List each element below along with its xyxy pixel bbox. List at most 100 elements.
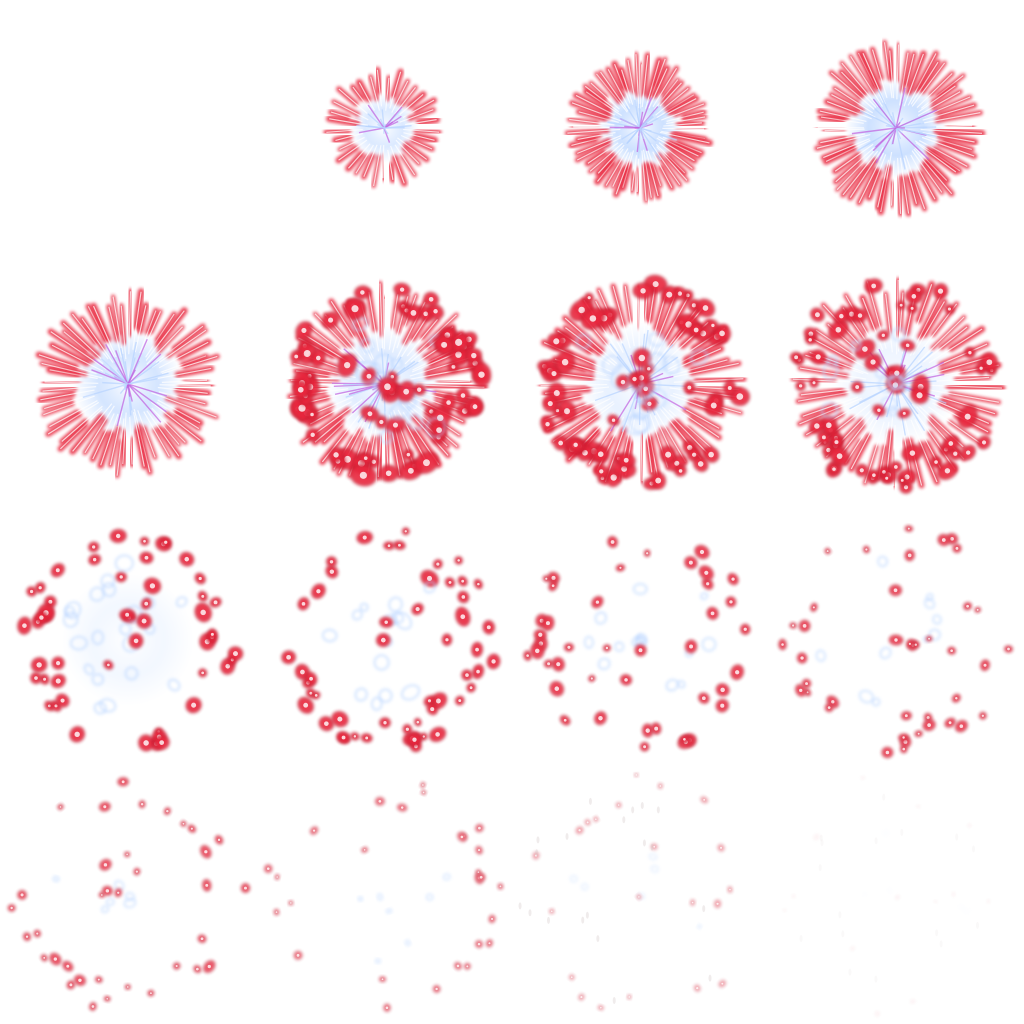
ember-highlight — [92, 545, 96, 549]
ember-highlight — [558, 440, 564, 446]
ember-blob — [689, 899, 696, 906]
smoke-wisp — [799, 935, 803, 943]
ember-highlight — [691, 452, 697, 457]
burst-streak-highlight — [151, 407, 186, 443]
burst-streak-highlight — [406, 318, 439, 357]
ember-highlight — [25, 935, 29, 938]
spark-ring — [583, 636, 594, 649]
ember-highlight — [600, 1006, 602, 1009]
ember-highlight — [665, 451, 672, 458]
ember-highlight — [36, 662, 42, 668]
inner-spark — [639, 124, 647, 129]
ember-highlight — [384, 620, 388, 625]
ember-highlight — [885, 476, 889, 480]
ember-highlight — [140, 803, 144, 806]
ember-highlight — [708, 451, 714, 458]
burst-streak-highlight — [910, 61, 939, 105]
ember-highlight — [390, 375, 394, 379]
ember-blob — [575, 826, 584, 835]
burst-streak-highlight — [911, 150, 943, 193]
ember-highlight — [491, 659, 496, 664]
ember-highlight — [547, 400, 553, 407]
smoke-wisp — [565, 832, 569, 840]
ember-highlight — [310, 432, 315, 438]
burst-streak-highlight — [363, 144, 378, 178]
burst-streak-highlight — [841, 62, 879, 107]
smoke-wisp — [935, 929, 939, 937]
ember-highlight — [893, 588, 898, 593]
smoke-wisp — [546, 916, 550, 924]
ember-highlight — [685, 321, 692, 328]
ember-highlight — [586, 821, 589, 824]
ember-highlight — [275, 911, 278, 914]
smoke-wisp — [838, 911, 842, 919]
ember-highlight — [937, 288, 944, 294]
burst-streak-highlight — [156, 401, 200, 430]
burst-streak-highlight — [151, 392, 217, 418]
ember-blob — [894, 894, 901, 901]
burst-streak-highlight — [862, 297, 884, 351]
burst-streak-highlight — [71, 313, 109, 360]
burst-streak-highlight — [896, 279, 899, 355]
spark-ring — [388, 596, 403, 613]
ember-highlight — [1007, 647, 1010, 651]
ember-highlight — [953, 451, 958, 456]
ember-highlight — [182, 822, 185, 825]
ember-blob — [849, 945, 855, 952]
inner-spark — [127, 383, 167, 413]
sprite-frame-8 — [768, 256, 1024, 512]
burst-streak-highlight — [613, 63, 631, 104]
burst-streak-highlight — [845, 417, 875, 464]
spark-ring — [105, 897, 115, 906]
ember-highlight — [310, 412, 314, 417]
ember-highlight — [55, 661, 61, 666]
ember-highlight — [802, 624, 807, 628]
burst-streak-highlight — [81, 318, 114, 363]
burst-streak-highlight — [910, 154, 936, 200]
ember-highlight — [981, 440, 987, 445]
ember-highlight — [674, 460, 680, 466]
burst-streak-highlight — [38, 354, 97, 375]
spark-ring — [425, 417, 446, 438]
ember-highlight — [232, 651, 238, 657]
smoke-wisp — [631, 806, 635, 814]
spark-ring — [124, 666, 139, 681]
ember-highlight — [678, 469, 683, 473]
spark-ring — [700, 592, 709, 600]
burst-streak-highlight — [647, 150, 662, 187]
ember-highlight — [882, 470, 886, 474]
burst-streak-highlight — [389, 71, 402, 109]
ember-highlight — [551, 575, 556, 581]
ember-highlight — [926, 716, 930, 720]
burst-streak-highlight — [620, 69, 634, 105]
spark-ring — [394, 611, 412, 630]
ember-highlight — [959, 724, 964, 729]
ember-highlight — [460, 835, 464, 839]
sprite-frame-16 — [768, 768, 1024, 1024]
burst-streak-highlight — [387, 149, 394, 180]
smoke-wisp — [874, 975, 878, 983]
ember-highlight — [422, 784, 424, 786]
ember-highlight — [344, 361, 351, 369]
spark-ring — [357, 896, 364, 902]
inner-spark — [895, 127, 937, 138]
burst-streak-highlight — [658, 142, 693, 170]
burst-streak-highlight — [416, 380, 471, 384]
spark-ring — [650, 865, 659, 873]
burst-streak-highlight — [922, 326, 968, 363]
burst-streak-highlight — [569, 118, 615, 126]
sprite-frame-5 — [0, 256, 256, 512]
ember-highlight — [983, 663, 987, 667]
ember-highlight — [184, 556, 190, 562]
inner-spark — [127, 353, 162, 385]
ember-highlight — [458, 699, 462, 702]
spark-ring — [114, 880, 125, 891]
smoke-wisp — [819, 834, 823, 842]
ember-blob — [650, 843, 658, 850]
burst-streak-highlight — [824, 128, 865, 132]
ember-highlight — [296, 953, 300, 957]
spark-ring — [124, 892, 135, 901]
smoke-wisp — [841, 930, 845, 938]
spark-ring — [359, 602, 369, 612]
ember-highlight — [555, 408, 560, 413]
